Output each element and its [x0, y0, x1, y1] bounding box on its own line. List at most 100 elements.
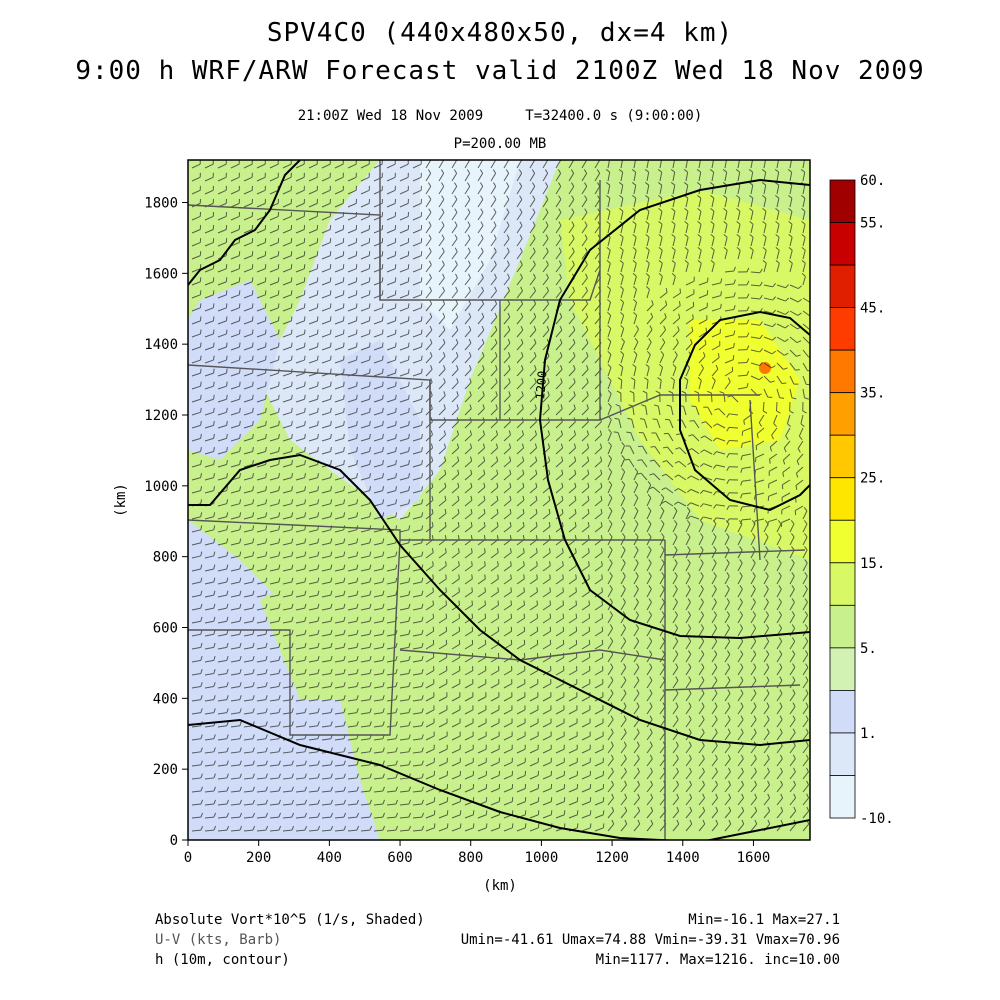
wind-barb: [230, 225, 241, 234]
wind-barb: [555, 273, 562, 286]
wind-barb: [321, 225, 332, 234]
wind-barb: [360, 238, 371, 247]
wind-barb: [256, 355, 267, 364]
wind-barb: [698, 315, 708, 325]
wind-barb: [373, 225, 384, 234]
wind-barb: [399, 198, 409, 208]
wind-barb: [606, 298, 612, 312]
wind-barb: [243, 238, 254, 247]
wind-barb: [737, 280, 750, 286]
colorbar-segment: [829, 264, 856, 309]
wind-barb: [736, 246, 741, 260]
wind-barb: [451, 195, 458, 208]
wind-barb: [464, 273, 471, 286]
wind-barb: [672, 351, 678, 364]
low-vort-region-center: [340, 340, 420, 520]
wind-barb: [632, 233, 637, 247]
wind-barbs: [191, 160, 810, 832]
wind-barb: [801, 272, 806, 286]
wind-barb: [360, 277, 371, 286]
wind-barb: [373, 172, 383, 182]
wind-barb: [801, 246, 806, 260]
wind-barb: [709, 182, 715, 195]
wind-barb: [645, 220, 650, 234]
wind-barb: [399, 290, 410, 299]
wind-barb: [256, 198, 266, 208]
wind-barb: [386, 172, 396, 182]
wind-barb: [347, 238, 358, 247]
wind-barb: [568, 325, 576, 338]
wind-barb: [711, 278, 723, 286]
x-axis: 0 200 400 600 800 1000 1200 1400 1600: [184, 840, 770, 866]
wind-barb: [762, 195, 767, 208]
wind-barb: [204, 316, 215, 325]
x-axis-label: (km): [483, 878, 517, 894]
wind-barb: [243, 211, 254, 221]
wind-barb: [542, 312, 550, 325]
wind-barb: [295, 277, 306, 286]
wind-barb: [308, 172, 318, 182]
wind-barb: [801, 233, 806, 247]
wind-barb: [542, 260, 549, 273]
wind-barb: [295, 329, 306, 338]
wind-barb: [217, 238, 228, 247]
wind-barb: [334, 316, 345, 325]
wind-barb: [555, 208, 562, 221]
wind-barb: [308, 329, 319, 338]
wind-barb: [750, 281, 763, 287]
wind-barb: [282, 329, 293, 338]
wind-barb: [736, 195, 741, 208]
wind-barb: [775, 208, 780, 221]
wind-barb: [334, 381, 345, 390]
wind-barb: [308, 251, 319, 260]
wind-barb: [256, 225, 267, 234]
wind-barb: [775, 246, 780, 260]
map-panel: 1200: [188, 160, 810, 840]
wind-barb: [555, 182, 562, 195]
wind-barb: [477, 247, 484, 260]
wind-barb: [308, 198, 318, 208]
wind-barb: [191, 277, 202, 286]
wind-barb: [776, 310, 790, 315]
wind-barb: [762, 208, 767, 221]
y-tick-label: 600: [153, 621, 178, 637]
wind-barb: [605, 169, 611, 182]
wind-barb: [243, 381, 254, 390]
wind-barb: [477, 260, 484, 273]
wind-barb: [308, 238, 319, 247]
wind-barb: [191, 290, 202, 299]
wind-barb: [555, 221, 562, 234]
wind-barb: [451, 260, 458, 273]
wind-barb: [269, 303, 280, 312]
wind-barb: [360, 355, 371, 364]
wind-barb: [438, 286, 446, 299]
wind-barb: [360, 185, 370, 195]
wind-barb: [529, 160, 535, 169]
footer-line2-right: Umin=-41.61 Umax=74.88 Vmin=-39.31 Vmax=…: [460, 932, 840, 948]
wind-barb: [360, 198, 370, 208]
wind-barb: [386, 303, 397, 312]
wind-barb: [386, 225, 397, 234]
wind-barb: [800, 169, 806, 182]
wind-barb: [581, 208, 588, 221]
wind-barb: [295, 342, 306, 351]
wind-barb: [775, 195, 780, 208]
wind-barb: [464, 208, 471, 221]
wind-barb: [425, 260, 432, 273]
wind-barb: [308, 355, 319, 364]
wind-barb: [516, 234, 523, 247]
wind-barb: [685, 314, 694, 325]
colorbar-label: 25.: [860, 471, 885, 487]
wind-barb: [243, 303, 254, 312]
wind-barb: [217, 342, 228, 351]
wind-barb: [386, 329, 397, 338]
wind-barb: [373, 238, 384, 247]
wind-barb: [438, 273, 445, 286]
wind-barb: [438, 338, 446, 351]
wind-barb: [282, 290, 293, 299]
wind-barb: [334, 329, 345, 338]
wind-barb: [516, 351, 524, 364]
wind-barb: [763, 362, 776, 369]
wind-barb: [438, 169, 445, 182]
wind-barb: [477, 273, 484, 286]
